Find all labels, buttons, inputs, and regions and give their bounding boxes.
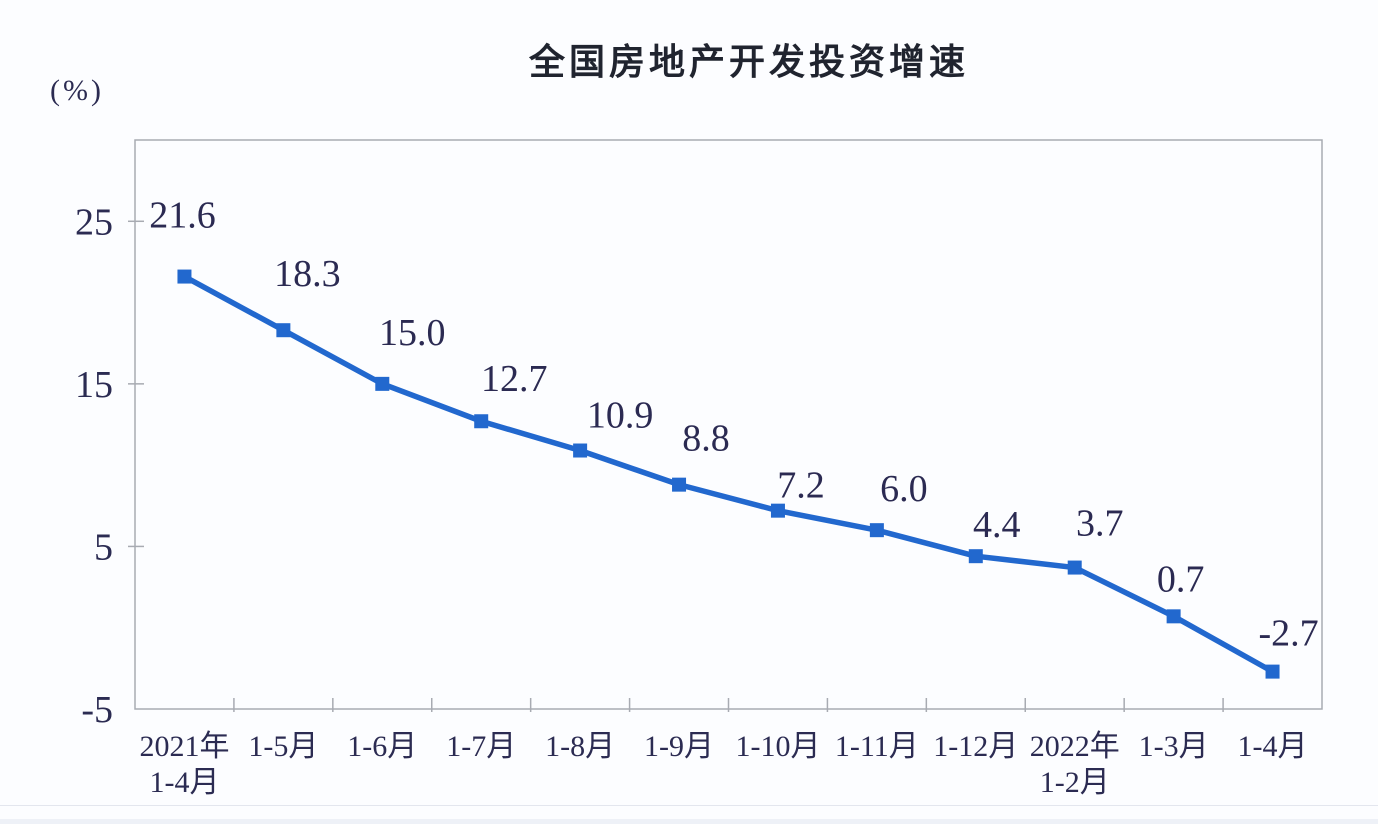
data-point-marker — [770, 503, 785, 518]
data-point-marker — [375, 376, 390, 391]
data-point-label: 8.8 — [682, 418, 730, 460]
x-axis-tick-label: 1-3月 — [1139, 730, 1209, 763]
data-point-label: 6.0 — [880, 468, 928, 510]
y-axis-tick-label: 25 — [75, 201, 113, 243]
x-axis-tick-label: 1-4月 — [149, 766, 219, 799]
data-point-label: 0.7 — [1157, 558, 1205, 600]
y-axis-tick-label: -5 — [81, 689, 113, 731]
data-point-label: 21.6 — [149, 195, 216, 237]
data-point-label: 3.7 — [1076, 503, 1124, 545]
data-point-label: 18.3 — [274, 253, 341, 295]
x-axis-tick-label: 1-8月 — [545, 730, 615, 763]
y-axis-unit-label: (%) — [50, 74, 104, 107]
data-point-marker — [1166, 609, 1181, 624]
x-axis-tick-label: 2022年 — [1030, 730, 1120, 763]
x-axis-tick-label: 1-10月 — [735, 730, 820, 763]
y-axis-tick-label: 5 — [94, 526, 113, 568]
data-point-marker — [177, 269, 192, 284]
data-point-label: 10.9 — [587, 395, 654, 437]
data-point-marker — [1265, 664, 1280, 679]
data-point-marker — [1067, 560, 1082, 575]
x-axis-tick-label: 1-5月 — [248, 730, 318, 763]
chart-title: 全国房地产开发投资增速 — [528, 41, 970, 82]
data-line — [181, 273, 1276, 675]
data-point-marker — [869, 523, 884, 538]
data-point-marker — [573, 443, 588, 458]
bottom-divider — [0, 805, 1378, 806]
data-point-label: 15.0 — [379, 312, 446, 354]
x-axis-tick-label: 1-12月 — [933, 730, 1018, 763]
x-axis-tick-label: 1-7月 — [446, 730, 516, 763]
data-point-marker — [474, 414, 489, 429]
data-point-label: 7.2 — [777, 465, 825, 507]
x-axis-tick-label: 1-11月 — [835, 730, 919, 763]
x-axis-tick-label: 1-6月 — [347, 730, 417, 763]
data-point-label: 4.4 — [973, 504, 1021, 546]
bottom-edge-strip — [0, 819, 1378, 824]
data-point-marker — [672, 477, 687, 492]
x-axis-tick-label: 1-4月 — [1238, 730, 1308, 763]
x-axis-tick-label: 1-2月 — [1040, 766, 1110, 799]
data-point-marker — [968, 549, 983, 564]
x-axis-tick-label: 1-9月 — [644, 730, 714, 763]
y-axis-tick-label: 15 — [75, 364, 113, 406]
data-point-label: -2.7 — [1258, 613, 1318, 655]
data-point-marker — [276, 323, 291, 338]
data-point-label: 12.7 — [481, 358, 548, 400]
x-axis-tick-label: 2021年 — [139, 730, 229, 763]
